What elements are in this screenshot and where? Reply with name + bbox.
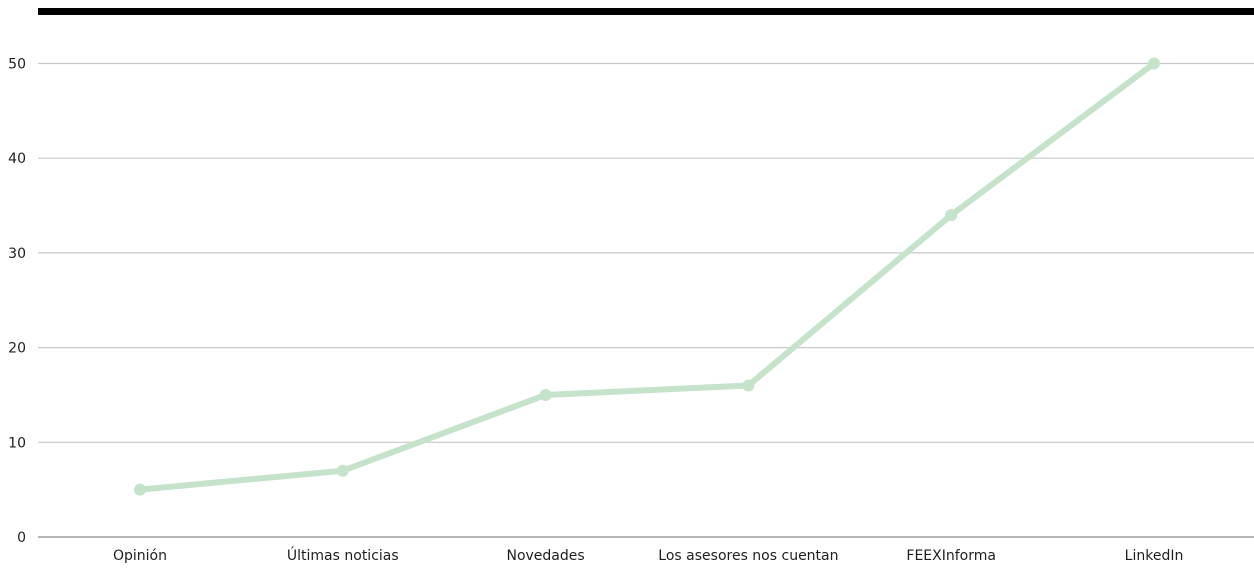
y-tick-label: 10 [8, 435, 26, 451]
x-axis-ticks: Opinión Últimas noticias Novedades Los ases… [113, 546, 1183, 564]
series-line [137, 60, 1157, 493]
data-point [539, 388, 552, 401]
x-tick-label: Opinión [113, 548, 167, 564]
data-point [945, 209, 958, 222]
gridlines [38, 62, 1254, 443]
series-layer [134, 57, 1160, 496]
y-axis-ticks: 0 10 20 30 40 50 [8, 57, 26, 547]
y-tick-label: 0 [17, 530, 26, 546]
x-tick-label: Novedades [506, 548, 584, 564]
x-tick-label: LinkedIn [1125, 548, 1184, 564]
data-point [336, 464, 349, 477]
x-tick-label: Últimas noticias [287, 546, 399, 564]
x-tick-label: FEEXInforma [906, 548, 996, 564]
y-tick-label: 30 [8, 246, 26, 262]
y-tick-label: 50 [8, 57, 26, 73]
data-point [742, 379, 755, 392]
top-border-bar [38, 8, 1254, 15]
data-point [1148, 57, 1160, 70]
x-tick-label: Los asesores nos cuentan [658, 548, 838, 564]
data-point [134, 483, 146, 496]
y-tick-label: 20 [8, 341, 26, 357]
y-tick-label: 40 [8, 151, 26, 167]
